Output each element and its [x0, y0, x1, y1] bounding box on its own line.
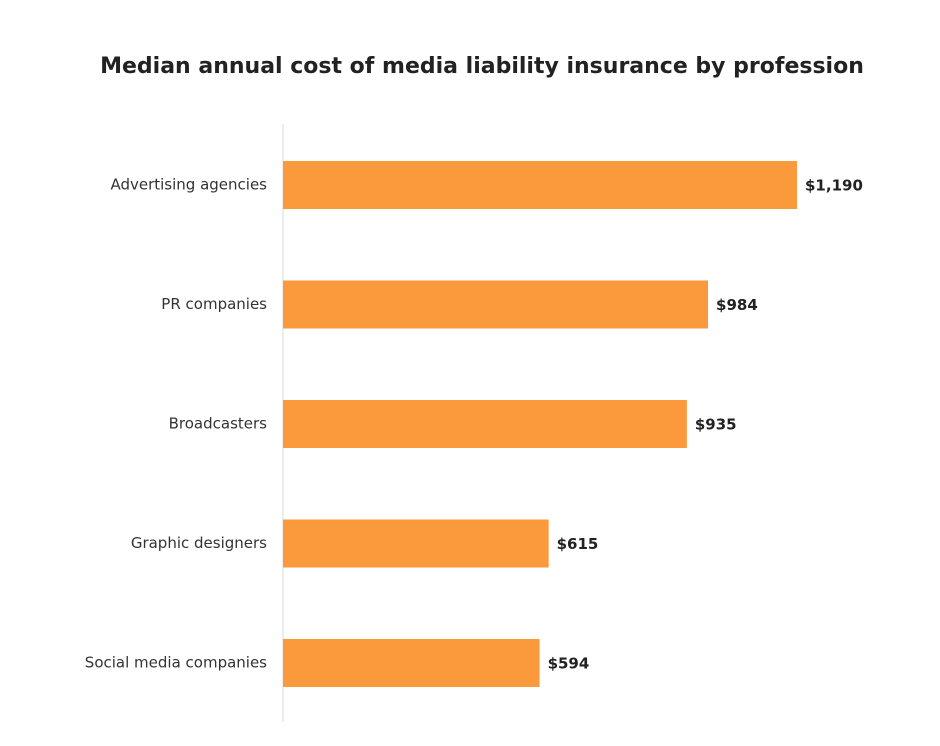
bar	[283, 519, 549, 568]
category-label: Advertising agencies	[110, 176, 267, 194]
category-label: Broadcasters	[169, 415, 268, 433]
value-label: $935	[695, 416, 737, 434]
category-label: PR companies	[161, 295, 267, 313]
category-label: Social media companies	[85, 654, 267, 672]
bar	[283, 280, 709, 329]
value-label: $615	[557, 535, 599, 553]
value-label: $984	[716, 296, 758, 314]
value-label: $1,190	[805, 177, 863, 195]
bar	[283, 639, 540, 687]
chart-title: Median annual cost of media liability in…	[100, 54, 864, 79]
bar	[283, 400, 687, 448]
category-label: Graphic designers	[131, 534, 267, 552]
value-label: $594	[548, 655, 590, 673]
bar	[283, 161, 797, 209]
